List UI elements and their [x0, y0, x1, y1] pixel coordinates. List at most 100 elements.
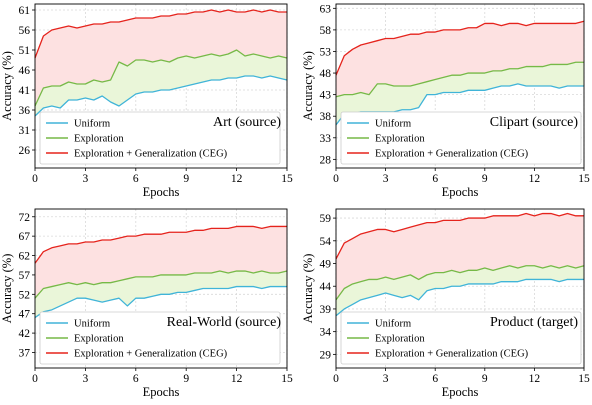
plot-frame [335, 208, 585, 369]
legend-label: Uniform [375, 119, 411, 130]
legend: Uniform Exploration Exploration + Generali… [39, 111, 281, 165]
legend-label: Exploration + Generalization (CEG) [74, 149, 228, 160]
y-tick-label: 49 [320, 259, 332, 271]
y-tick-label: 36 [19, 105, 31, 117]
y-tick-label: 59 [320, 213, 332, 225]
y-tick-label: 57 [19, 270, 31, 282]
x-tick-label: 3 [83, 373, 89, 385]
legend-box [340, 311, 582, 365]
x-axis-label: Epochs [442, 185, 479, 199]
gap-fill-2 [35, 226, 287, 299]
chart-title: Art (source) [213, 115, 281, 130]
legend-label: Uniform [74, 319, 110, 330]
y-tick-label: 28 [320, 154, 332, 166]
x-tick-label: 15 [578, 373, 590, 385]
x-tick-label: 9 [183, 373, 189, 385]
y-tick-label: 54 [320, 236, 332, 248]
chart-title: Product (target) [490, 315, 578, 330]
x-axis-label: Epochs [143, 385, 180, 399]
y-tick-label: 44 [320, 281, 332, 293]
y-axis-label: Accuracy (%) [0, 51, 14, 121]
series-line-2 [335, 265, 585, 301]
chart-title: Real-World (source) [167, 315, 282, 330]
chart-panel-4: 0 3 6 9 12 15 29 34 39 44 49 54 59 Epochs Accuracy (%)… [301, 208, 590, 399]
y-tick-label: 61 [19, 5, 31, 17]
y-tick-label: 67 [19, 231, 31, 243]
gap-fill-2 [35, 10, 287, 106]
x-tick-label: 3 [383, 173, 389, 185]
x-tick-label: 0 [32, 373, 38, 385]
legend-label: Exploration + Generalization (CEG) [375, 149, 529, 160]
series-line-1 [34, 75, 288, 117]
y-tick-label: 47 [19, 309, 31, 321]
x-tick-label: 6 [432, 173, 438, 185]
x-tick-label: 3 [83, 173, 89, 185]
legend-label: Exploration [375, 134, 425, 145]
gap-fill-1 [35, 50, 287, 116]
y-tick-label: 34 [320, 327, 332, 339]
y-tick-label: 26 [19, 145, 31, 157]
legend-box [340, 111, 582, 165]
series-line-1 [335, 278, 584, 317]
x-tick-label: 9 [183, 173, 189, 185]
x-tick-label: 6 [432, 373, 438, 385]
x-tick-label: 0 [333, 373, 339, 385]
x-tick-label: 0 [32, 173, 38, 185]
y-tick-label: 53 [320, 46, 332, 58]
x-tick-label: 9 [482, 173, 488, 185]
gap-fill-2 [336, 21, 584, 97]
x-tick-label: 12 [529, 373, 541, 385]
gap-fill-1 [336, 62, 584, 125]
y-axis-label: Accuracy (%) [0, 254, 14, 324]
chart-title: Clipart (source) [490, 115, 579, 130]
chart-panel-3: 0 3 6 9 12 15 37 42 47 52 57 62 67 72 Epochs Accuracy (… [0, 208, 293, 399]
y-tick-label: 37 [19, 347, 31, 359]
plot-frame [34, 208, 288, 369]
x-tick-label: 15 [578, 173, 590, 185]
legend-label: Exploration [74, 134, 124, 145]
series-line-2 [335, 61, 584, 98]
series-line-3 [335, 20, 585, 76]
y-tick-label: 39 [320, 304, 332, 316]
y-tick-label: 52 [19, 289, 31, 301]
x-tick-label: 12 [231, 373, 243, 385]
series-line-3 [34, 9, 287, 59]
x-tick-label: 6 [133, 373, 139, 385]
x-tick-label: 9 [482, 373, 488, 385]
y-tick-label: 42 [19, 328, 31, 340]
y-tick-label: 72 [19, 212, 31, 224]
series-line-2 [34, 49, 288, 107]
x-tick-label: 12 [231, 173, 243, 185]
plot-frame [34, 3, 288, 169]
y-tick-label: 29 [320, 349, 332, 361]
y-tick-label: 62 [19, 251, 31, 263]
y-tick-label: 31 [19, 125, 31, 137]
x-tick-label: 15 [281, 173, 293, 185]
y-tick-label: 51 [19, 45, 31, 57]
y-tick-label: 46 [19, 65, 31, 77]
x-axis-label: Epochs [442, 385, 479, 399]
y-tick-label: 56 [19, 25, 31, 37]
series-line-2 [34, 270, 288, 299]
y-tick-label: 33 [320, 133, 332, 145]
x-tick-label: 15 [281, 373, 293, 385]
legend-label: Exploration + Generalization (CEG) [74, 349, 228, 360]
legend-label: Exploration [375, 334, 425, 345]
x-tick-label: 0 [333, 173, 339, 185]
x-tick-label: 3 [383, 373, 389, 385]
series-line-3 [34, 225, 287, 264]
x-tick-label: 6 [133, 173, 139, 185]
y-tick-label: 48 [320, 68, 332, 80]
y-tick-label: 58 [320, 25, 332, 37]
chart-panel-2: 0 3 6 9 12 15 28 33 38 43 48 53 58 63 Epochs Accuracy (… [301, 3, 590, 199]
legend: Uniform Exploration Exploration + Generali… [340, 111, 582, 165]
y-axis-label: Accuracy (%) [301, 51, 315, 121]
series-line-3 [335, 212, 584, 260]
legend: Uniform Exploration Exploration + Generali… [39, 311, 281, 365]
x-tick-label: 12 [529, 173, 541, 185]
y-tick-label: 38 [320, 111, 332, 123]
y-tick-label: 63 [320, 3, 332, 15]
legend-box [39, 311, 281, 365]
